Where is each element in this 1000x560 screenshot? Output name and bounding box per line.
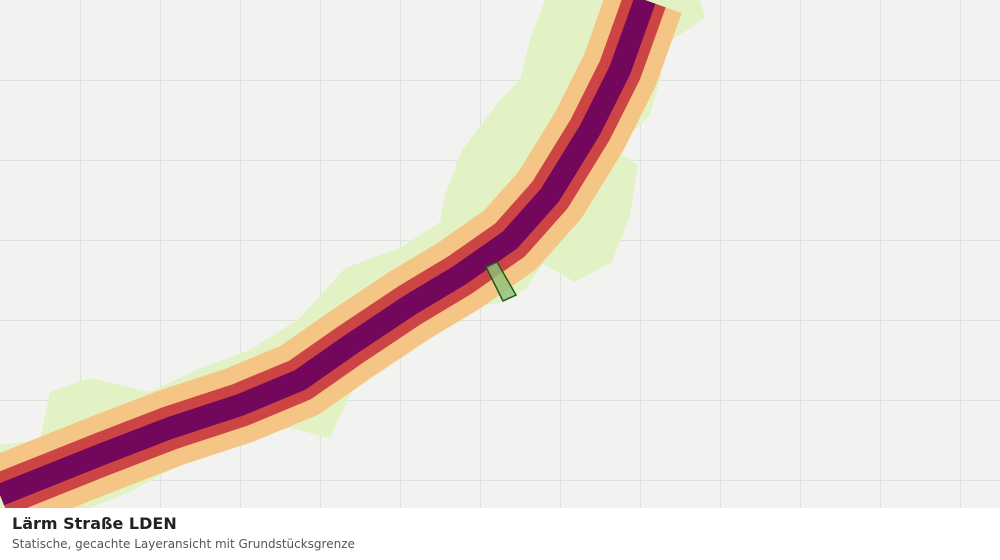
caption: Lärm Straße LDEN Statische, gecachte Lay… bbox=[0, 508, 1000, 560]
map bbox=[0, 0, 1000, 508]
layer-subtitle: Statische, gecachte Layeransicht mit Gru… bbox=[12, 537, 355, 551]
noise-zone-low bbox=[0, 0, 705, 508]
layer-title: Lärm Straße LDEN bbox=[12, 514, 177, 533]
noise-zone-very-high bbox=[0, 0, 656, 506]
parcel-boundary bbox=[484, 261, 518, 302]
